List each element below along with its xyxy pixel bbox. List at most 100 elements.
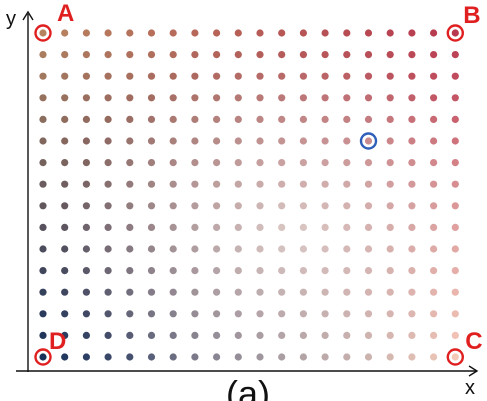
grid-dot: [234, 288, 242, 296]
grid-dot: [278, 202, 286, 210]
grid-dot: [213, 115, 221, 123]
grid-dot: [321, 29, 329, 37]
grid-dot: [386, 115, 394, 123]
grid-dot: [408, 94, 416, 102]
grid-dot: [299, 159, 307, 167]
grid-dot: [299, 94, 307, 102]
grid-dot: [169, 267, 177, 275]
grid-dot: [104, 115, 112, 123]
grid-dot: [213, 159, 221, 167]
grid-dot: [256, 267, 264, 275]
grid-dot: [386, 159, 394, 167]
grid-dot: [299, 72, 307, 80]
y-axis-arrow: [22, 10, 34, 21]
grid-dot: [343, 180, 351, 188]
grid-dot: [126, 94, 134, 102]
grid-dot: [321, 115, 329, 123]
grid-dot: [82, 288, 90, 296]
grid-dot: [39, 267, 47, 275]
grid-dot: [104, 72, 112, 80]
grid-dot: [408, 331, 416, 339]
grid-dot: [234, 245, 242, 253]
corner-markers: A B C D: [34, 0, 483, 366]
grid-dot: [39, 331, 47, 339]
grid-dot: [343, 51, 351, 59]
grid-dot: [39, 353, 47, 361]
grid-dot: [169, 245, 177, 253]
grid-dot: [430, 94, 438, 102]
grid-dot: [191, 331, 199, 339]
grid-dot: [256, 180, 264, 188]
corner-ring-b: [446, 24, 464, 42]
grid-dot: [408, 115, 416, 123]
grid-dot: [169, 51, 177, 59]
grid-dot: [147, 202, 156, 210]
grid-dot: [321, 288, 329, 296]
grid-dot: [82, 29, 90, 37]
grid-dot: [256, 29, 264, 37]
grid-dot: [430, 159, 438, 167]
grid-dot: [321, 72, 329, 80]
grid-dot: [147, 353, 156, 361]
grid-dot: [451, 353, 459, 361]
grid-dot: [39, 115, 47, 123]
grid-dot: [61, 51, 69, 59]
grid-dot: [191, 310, 199, 318]
grid-dot: [234, 159, 242, 167]
grid-dot: [299, 115, 307, 123]
grid-dot: [430, 29, 438, 37]
grid-dot: [343, 267, 351, 275]
grid-dot: [213, 51, 221, 59]
grid-dot: [299, 137, 307, 145]
grid-dot: [191, 180, 199, 188]
grid-dot: [61, 72, 69, 80]
grid-dot: [234, 223, 242, 231]
grid-dot: [191, 223, 199, 231]
grid-dot: [364, 115, 373, 123]
grid-dot: [278, 94, 286, 102]
grid-dot: [191, 245, 199, 253]
grid-dot: [234, 137, 242, 145]
grid-dot: [408, 180, 416, 188]
grid-dot: [299, 223, 307, 231]
grid-dot: [256, 331, 264, 339]
grid-dot: [278, 223, 286, 231]
grid-dot: [408, 353, 416, 361]
grid-dot: [451, 51, 459, 59]
grid-dot: [234, 29, 242, 37]
grid-dot: [169, 137, 177, 145]
grid-dot: [321, 137, 329, 145]
grid-dot: [408, 245, 416, 253]
grid-dot: [364, 310, 373, 318]
grid-dot: [61, 159, 69, 167]
grid-dot: [213, 245, 221, 253]
corner-label-a: A: [57, 0, 74, 27]
grid-dot: [343, 288, 351, 296]
grid-dot: [451, 115, 459, 123]
grid-dot: [451, 331, 459, 339]
grid-dot: [82, 310, 90, 318]
grid-dot: [169, 288, 177, 296]
grid-dot: [82, 137, 90, 145]
grid-dot: [61, 115, 69, 123]
grid-dot: [39, 223, 47, 231]
grid-dot: [299, 353, 307, 361]
grid-dot: [278, 180, 286, 188]
grid-dot: [364, 137, 373, 145]
grid-dot: [61, 353, 69, 361]
grid-dot: [191, 29, 199, 37]
grid-dot: [126, 137, 134, 145]
grid-dot: [343, 245, 351, 253]
grid-dot: [256, 94, 264, 102]
grid-dot: [299, 288, 307, 296]
grid-dot: [278, 331, 286, 339]
grid-dot: [386, 137, 394, 145]
grid-dot: [61, 310, 69, 318]
grid-dot: [278, 267, 286, 275]
grid-dot: [147, 331, 156, 339]
grid-dot: [299, 267, 307, 275]
corner-label-d: D: [49, 328, 66, 355]
grid-dot: [430, 267, 438, 275]
grid-dot: [213, 137, 221, 145]
